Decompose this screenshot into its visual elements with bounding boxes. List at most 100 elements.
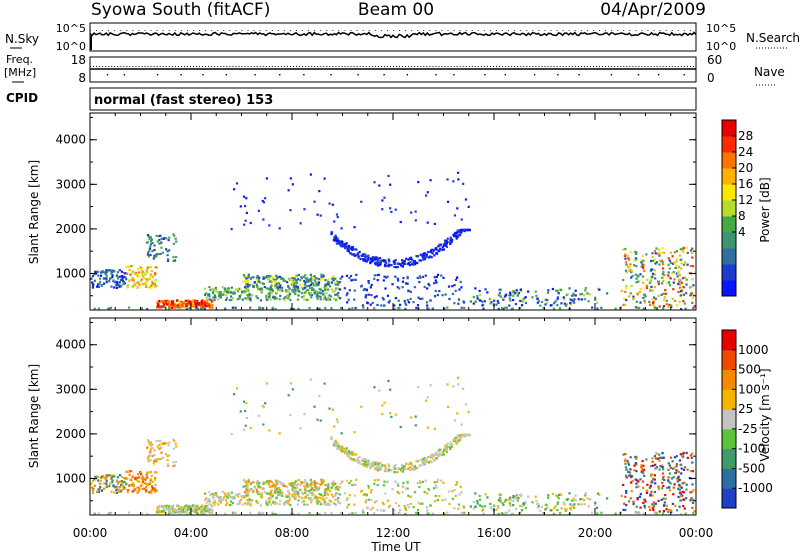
echo-cell [377, 478, 381, 481]
echo-cell [172, 242, 175, 245]
echo-cell [584, 287, 587, 290]
echo-cell [183, 305, 186, 309]
echo-cell [455, 442, 458, 445]
echo-cell [440, 274, 443, 277]
echo-cell [425, 460, 428, 463]
echo-cell [387, 470, 391, 473]
echo-cell [185, 302, 188, 305]
echo-cell [536, 297, 539, 300]
nsearch-dot [550, 30, 552, 31]
echo-cell [125, 483, 128, 486]
echo-cell [642, 281, 645, 284]
echo-cell [429, 250, 433, 253]
echo-cell [303, 279, 306, 283]
echo-cell [292, 290, 295, 294]
echo-cell [155, 266, 158, 269]
echo-cell [231, 501, 235, 505]
echo-cell [409, 495, 412, 498]
echo-cell [596, 512, 599, 515]
nave-dot [186, 66, 188, 67]
echo-cell [321, 290, 325, 293]
echo-cell [257, 287, 260, 291]
echo-cell [449, 236, 452, 239]
echo-cell [323, 177, 326, 180]
echo-cell [360, 459, 363, 462]
echo-cell [247, 480, 250, 483]
echo-cell [383, 275, 386, 278]
nave-dot [635, 66, 637, 67]
echo-cell [238, 492, 241, 495]
echo-cell [291, 486, 295, 489]
nsearch-dot [211, 30, 213, 31]
echo-cell [654, 252, 657, 255]
echo-cell [221, 490, 224, 494]
echo-cell [331, 482, 334, 485]
nave-dot [423, 66, 425, 67]
echo-cell [518, 511, 522, 515]
echo-cell [642, 296, 645, 299]
nave-dot [692, 66, 694, 67]
echo-cell [195, 511, 198, 514]
echo-cell [287, 495, 290, 498]
echo-cell [167, 307, 171, 310]
echo-cell [679, 307, 683, 311]
echo-cell [351, 512, 354, 515]
echo-cell [625, 271, 628, 274]
echo-cell [434, 451, 438, 455]
echo-cell [446, 178, 449, 181]
echo-cell [99, 274, 103, 277]
echo-cell [276, 490, 279, 493]
echo-cell [401, 259, 404, 262]
echo-cell [231, 296, 235, 300]
echo-cell [244, 297, 247, 300]
echo-cell [187, 303, 190, 306]
echo-cell [512, 496, 515, 499]
echo-cell [325, 488, 328, 491]
nave-dot [456, 66, 458, 67]
echo-cell [136, 491, 139, 494]
echo-cell [200, 510, 203, 513]
nave-dot [550, 66, 552, 67]
echo-cell [600, 511, 603, 514]
echo-cell [674, 504, 677, 507]
y-tick-label: 4000 [55, 133, 86, 147]
nave-drop [254, 74, 256, 76]
echo-cell [434, 246, 438, 250]
echo-cell [115, 479, 118, 482]
echo-cell [401, 491, 404, 494]
echo-cell [286, 295, 289, 298]
echo-cell [289, 382, 292, 385]
echo-cell [661, 452, 664, 455]
echo-cell [387, 301, 390, 304]
echo-cell [333, 297, 336, 300]
echo-cell [394, 464, 397, 467]
echo-cell [309, 292, 313, 295]
echo-cell [99, 277, 102, 280]
nave-dot [162, 66, 164, 67]
echo-cell [213, 499, 217, 502]
echo-cell [168, 249, 171, 252]
echo-cell [225, 499, 228, 502]
echo-cell [691, 247, 694, 250]
echo-cell [142, 487, 145, 490]
echo-cell [680, 495, 683, 498]
nave-dot [371, 66, 373, 67]
echo-cell [649, 269, 653, 273]
echo-cell [376, 469, 380, 472]
echo-cell [366, 463, 370, 466]
echo-cell [624, 290, 627, 293]
nave-dot [453, 66, 455, 67]
echo-cell [214, 492, 217, 495]
echo-cell [502, 298, 505, 301]
echo-cell [110, 474, 114, 477]
echo-cell [265, 177, 268, 180]
echo-cell [637, 280, 640, 283]
echo-cell [376, 273, 379, 277]
echo-cell [560, 507, 563, 510]
echo-cell [387, 174, 390, 178]
echo-cell [123, 480, 126, 483]
echo-cell [265, 502, 268, 505]
echo-cell [179, 302, 183, 305]
echo-cell [148, 443, 151, 446]
